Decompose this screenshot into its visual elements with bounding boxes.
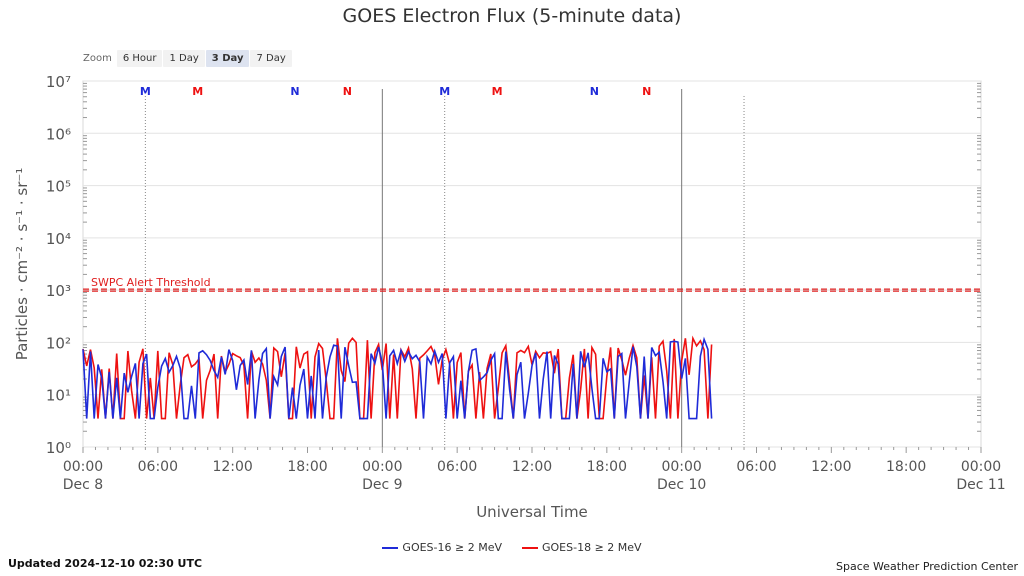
legend-item-goes16[interactable]: GOES-16 ≥ 2 MeV: [382, 541, 502, 554]
x-tick-time: 18:00: [886, 459, 926, 475]
x-tick-time: 06:00: [138, 459, 178, 475]
y-tick-label: 10⁷: [46, 73, 71, 91]
updated-timestamp: Updated 2024-12-10 02:30 UTC: [8, 557, 203, 570]
x-tick-time: 00:00: [661, 459, 701, 475]
x-tick-time: 06:00: [437, 459, 477, 475]
series-line-goes16: [82, 336, 713, 420]
y-tick-label: 10³: [46, 282, 71, 300]
y-tick-label: 10¹: [46, 387, 71, 405]
y-tick-label: 10⁰: [46, 439, 71, 457]
x-tick-date: Dec 8: [63, 477, 103, 493]
legend-label-goes18: GOES-18 ≥ 2 MeV: [542, 541, 642, 554]
series-line-goes18: [82, 335, 713, 420]
legend-swatch-goes18: [522, 546, 538, 549]
satellite-marker-label: N: [642, 85, 651, 98]
x-tick-time: 12:00: [212, 459, 252, 475]
x-tick-time: 12:00: [811, 459, 851, 475]
x-tick-time: 18:00: [287, 459, 327, 475]
x-tick-date: Dec 9: [362, 477, 402, 493]
x-tick-time: 00:00: [961, 459, 1001, 475]
satellite-marker-label: N: [290, 85, 299, 98]
satellite-marker-label: M: [192, 85, 203, 98]
x-tick-time: 00:00: [63, 459, 103, 475]
zoom-label: Zoom: [83, 53, 112, 64]
y-tick-label: 10⁴: [46, 230, 71, 248]
zoom-bar: Zoom 6 Hour 1 Day 3 Day 7 Day: [83, 50, 293, 67]
chart-legend: GOES-16 ≥ 2 MeV GOES-18 ≥ 2 MeV: [0, 541, 1024, 554]
x-axis-label: Universal Time: [476, 503, 588, 521]
y-tick-label: 10⁵: [46, 178, 71, 196]
plot-area: [82, 80, 982, 448]
y-tick-label: 10²: [46, 334, 71, 352]
zoom-6-hour-button[interactable]: 6 Hour: [116, 50, 163, 67]
x-tick-time: 06:00: [736, 459, 776, 475]
satellite-marker-label: N: [590, 85, 599, 98]
x-tick-date: Dec 11: [956, 477, 1005, 493]
x-tick-date: Dec 10: [657, 477, 706, 493]
satellite-marker-label: N: [343, 85, 352, 98]
x-tick-time: 18:00: [587, 459, 627, 475]
zoom-1-day-button[interactable]: 1 Day: [163, 50, 205, 67]
y-axis-label: Particles · cm⁻² · s⁻¹ · sr⁻¹: [13, 168, 31, 361]
alert-threshold-label: SWPC Alert Threshold: [91, 276, 211, 289]
legend-item-goes18[interactable]: GOES-18 ≥ 2 MeV: [522, 541, 642, 554]
chart-title: GOES Electron Flux (5-minute data): [342, 5, 682, 27]
satellite-marker-label: M: [439, 85, 450, 98]
x-tick-time: 12:00: [512, 459, 552, 475]
legend-label-goes16: GOES-16 ≥ 2 MeV: [402, 541, 502, 554]
zoom-7-day-button[interactable]: 7 Day: [250, 50, 292, 67]
credit-text: Space Weather Prediction Center: [836, 560, 1018, 573]
zoom-3-day-button[interactable]: 3 Day: [205, 50, 250, 67]
legend-swatch-goes16: [382, 546, 399, 549]
satellite-marker-label: M: [140, 85, 151, 98]
satellite-marker-label: M: [492, 85, 503, 98]
y-tick-label: 10⁶: [46, 125, 71, 143]
x-tick-time: 00:00: [362, 459, 402, 475]
